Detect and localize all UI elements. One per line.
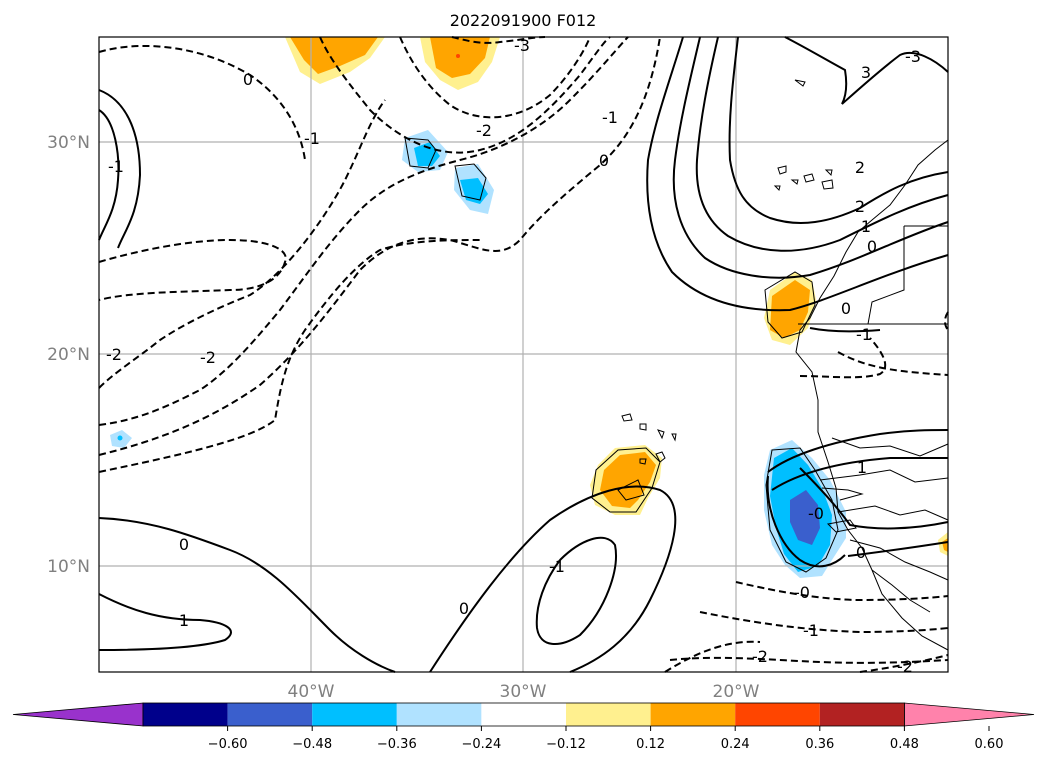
contour-label: -1 xyxy=(549,557,565,576)
latitude-labels: 30°N 20°N 10°N xyxy=(47,133,90,577)
contour-labels: 0 -3 -1 -2 -1 0 -1 -2 3 -3 2 2 1 0 0 -1 … xyxy=(106,36,921,676)
gridlines xyxy=(99,37,948,672)
lon-label-30w: 30°W xyxy=(500,682,547,702)
lat-label-20n: 20°N xyxy=(47,345,90,365)
colorbar-extend-low xyxy=(12,702,144,727)
contours-solid xyxy=(98,36,949,673)
contour-label: -2 xyxy=(476,121,492,140)
contour-label: -1 xyxy=(856,325,872,344)
lat-label-10n: 10°N xyxy=(47,557,90,577)
colorbar-swatch xyxy=(819,703,905,726)
contour-label: 2 xyxy=(855,197,865,216)
colorbar-tick-label: 0.36 xyxy=(805,737,834,752)
contour-label: -1 xyxy=(108,157,124,176)
cape-verde-islands xyxy=(621,413,677,465)
colorbar-extend-high xyxy=(904,702,1035,727)
contour-label: 1 xyxy=(179,611,189,630)
shade-positive-top-center xyxy=(420,37,500,90)
colorbar-tick-label: 0.60 xyxy=(975,737,1004,752)
colorbar-tick-label: −0.48 xyxy=(292,737,332,752)
colorbar-swatch xyxy=(650,703,736,726)
coastlines xyxy=(404,79,949,651)
shaded-anomalies xyxy=(110,37,948,578)
colorbar-swatch xyxy=(566,703,651,726)
colorbar-swatch xyxy=(481,703,566,726)
colorbar-swatch xyxy=(227,703,313,726)
contour-label: -1 xyxy=(304,129,320,148)
colorbar-swatch xyxy=(312,703,397,726)
colorbar-tick-label: 0.24 xyxy=(721,737,750,752)
contour-label: 1 xyxy=(861,217,871,236)
contour-label: 0 xyxy=(459,599,469,618)
colorbar-fills xyxy=(12,702,1035,727)
colorbar-ticks: −0.60 −0.48 −0.36 −0.24 −0.12 0.12 0.24 0.36 0.4… xyxy=(208,726,1004,752)
canary-islands xyxy=(773,79,834,191)
contour-label: -2 xyxy=(106,345,122,364)
lon-label-20w: 20°W xyxy=(713,682,760,702)
contour-label: -0 xyxy=(808,504,824,523)
colorbar-tick-label: −0.12 xyxy=(546,737,586,752)
contour-label: 0 xyxy=(243,70,253,89)
shade-positive-cape-verde xyxy=(590,445,662,515)
contour-label: -2 xyxy=(897,657,913,676)
map-panel: 0 -3 -1 -2 -1 0 -1 -2 3 -3 2 2 1 0 0 -1 … xyxy=(98,36,949,676)
contour-label: -1 xyxy=(602,108,618,127)
shade-negative-north xyxy=(402,130,494,214)
colorbar-frame xyxy=(142,702,905,727)
contour-label: 3 xyxy=(861,63,871,82)
lon-label-40w: 40°W xyxy=(288,682,335,702)
colorbar-tick-label: 0.12 xyxy=(636,737,665,752)
colorbar-swatch xyxy=(735,703,820,726)
contour-label: -3 xyxy=(905,47,921,66)
contour-label: -2 xyxy=(200,348,216,367)
colorbar-tick-label: 0.48 xyxy=(890,737,919,752)
shade-positive-top-left xyxy=(285,37,385,84)
contour-label: -0 xyxy=(794,583,810,602)
lat-label-30n: 30°N xyxy=(47,133,90,153)
colorbar-swatch xyxy=(143,703,228,726)
contour-label: -3 xyxy=(514,36,530,55)
longitude-labels: 40°W 30°W 20°W xyxy=(288,682,760,702)
shade-negative-west xyxy=(110,430,132,448)
contour-label: 0 xyxy=(179,535,189,554)
contour-label: 0 xyxy=(841,299,851,318)
colorbar-tick-label: −0.24 xyxy=(461,737,501,752)
colorbar-tick-label: −0.36 xyxy=(377,737,417,752)
contour-label: -1 xyxy=(803,621,819,640)
colorbar-tick-label: −0.60 xyxy=(208,737,248,752)
contour-label: -2 xyxy=(752,647,768,666)
colorbar-swatch xyxy=(396,703,482,726)
contour-label: 0 xyxy=(599,151,609,170)
contour-label: 0 xyxy=(856,543,866,562)
map-frame xyxy=(98,36,949,673)
contours-dashed xyxy=(98,36,949,673)
contour-label: 1 xyxy=(857,458,867,477)
contour-label: 2 xyxy=(855,158,865,177)
contour-label: 0 xyxy=(867,237,877,256)
figure-title: 2022091900 F012 xyxy=(450,11,597,30)
colorbar: −0.60 −0.48 −0.36 −0.24 −0.12 0.12 0.24 0.36 0.4… xyxy=(12,702,1035,752)
